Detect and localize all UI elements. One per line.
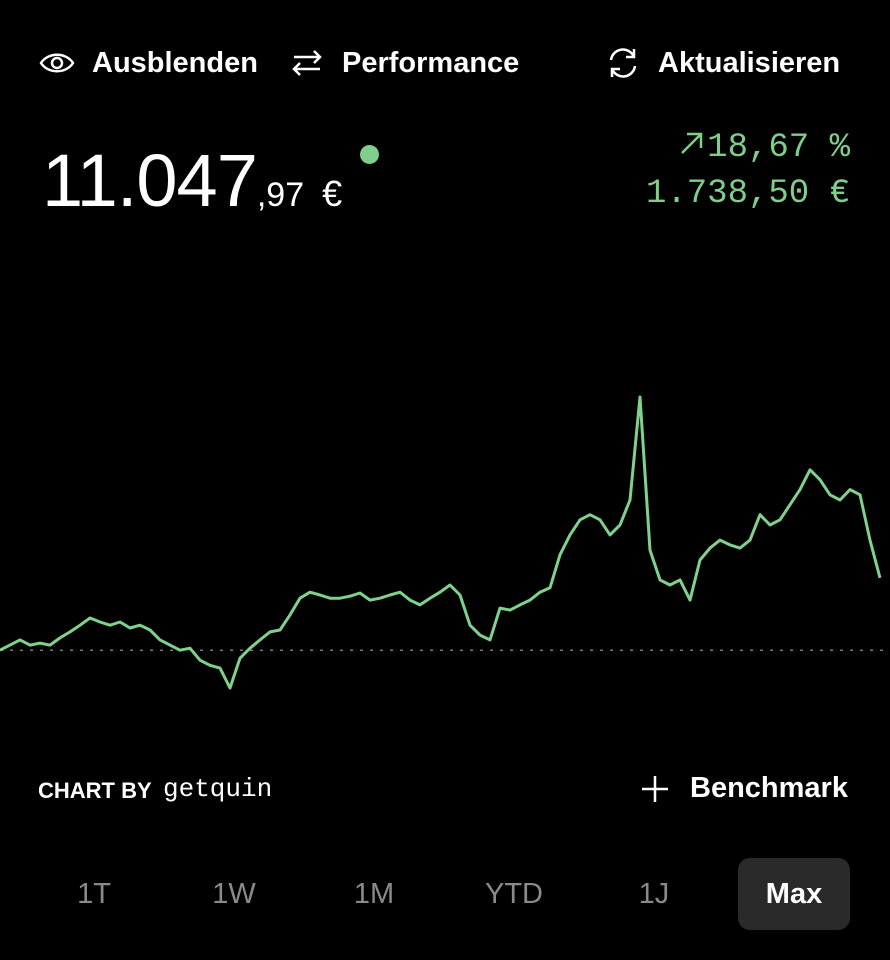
performance-button[interactable]: Performance: [288, 44, 519, 82]
refresh-label: Aktualisieren: [658, 46, 841, 79]
up-arrow: [681, 132, 703, 154]
currency: €: [322, 173, 342, 214]
period-button[interactable]: Max: [738, 858, 850, 930]
change-amount: 1.738,50 €: [645, 175, 850, 213]
benchmark-button[interactable]: Benchmark: [640, 772, 848, 805]
period-button[interactable]: 1T: [77, 878, 111, 910]
swap-icon: [292, 50, 322, 76]
refresh-icon: [609, 48, 637, 78]
hide-button[interactable]: Ausblenden: [38, 44, 258, 82]
benchmark-label: Benchmark: [690, 772, 848, 804]
change-percent: 18,67 %: [677, 128, 850, 167]
portfolio-value: 11.047,97 €: [42, 138, 342, 223]
live-dot: [360, 145, 379, 164]
value-main: 11.047: [42, 139, 258, 222]
hide-label: Ausblenden: [92, 46, 258, 79]
performance-line: [0, 395, 882, 690]
eye-icon: [39, 53, 75, 73]
change-percent-text: 18,67 %: [707, 129, 850, 167]
plus-icon: [642, 775, 668, 802]
value-decimals: ,97: [256, 176, 305, 214]
brand: getquin: [163, 774, 273, 804]
refresh-button[interactable]: Aktualisieren: [604, 44, 840, 82]
period-button[interactable]: 1W: [212, 878, 256, 910]
period-button[interactable]: YTD: [485, 878, 543, 910]
period-button[interactable]: 1M: [353, 878, 395, 910]
period-button[interactable]: 1J: [638, 878, 670, 910]
performance-label: Performance: [342, 46, 520, 79]
chart-by: CHART BY: [38, 778, 152, 803]
